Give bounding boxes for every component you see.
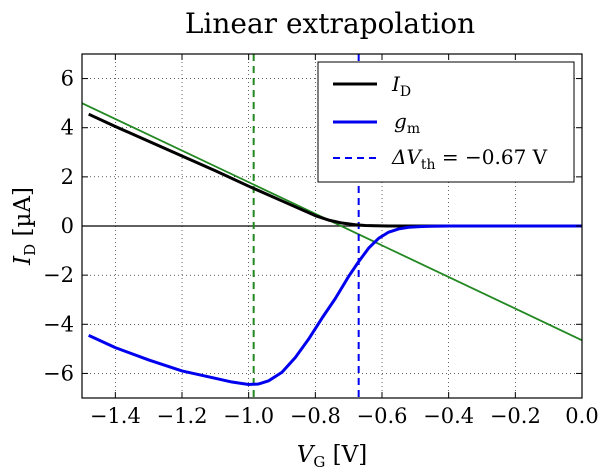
legend-entry-vth: ΔVth = −0.67 V xyxy=(391,145,548,173)
x-tick-label: −1.2 xyxy=(157,404,208,428)
y-tick-label: −2 xyxy=(43,263,74,287)
y-axis-label-sub: D xyxy=(21,244,39,256)
x-axis-label-sub: G xyxy=(313,453,325,471)
y-tick-label: −4 xyxy=(43,312,74,336)
series-layer xyxy=(81,54,583,398)
y-tick-label: 2 xyxy=(61,165,74,189)
series-g-m xyxy=(88,224,582,386)
y-axis-label: ID [µA] xyxy=(10,187,39,266)
x-tick-label: −0.4 xyxy=(423,404,474,428)
legend-vth-suffix: = −0.67 V xyxy=(436,145,548,169)
legend-entry-gm: gm xyxy=(394,109,420,137)
legend: ID gm ΔVth = −0.67 V xyxy=(317,61,575,183)
plot-frame xyxy=(81,53,583,399)
y-axis-label-unit: [µA] xyxy=(10,187,36,244)
y-tick-label: −6 xyxy=(43,361,74,385)
x-tick-label: −0.8 xyxy=(290,404,341,428)
y-tick-label: 0 xyxy=(61,214,74,238)
legend-vth-prefix: ΔV xyxy=(391,145,423,169)
legend-gm-sub: m xyxy=(407,121,420,137)
legend-vth-sub: th xyxy=(421,157,436,173)
legend-entry-id: ID xyxy=(391,72,411,100)
x-tick-label: −1.4 xyxy=(90,404,141,428)
x-tick-label: −1.0 xyxy=(223,404,274,428)
y-tick-label: 6 xyxy=(61,67,74,91)
x-axis-label: VG [V] xyxy=(297,442,367,471)
legend-id-main: I xyxy=(391,72,401,96)
ticks: −1.4 −1.2 −1.0 −0.8 −0.6 −0.4 −0.2 0.0 −6 −4 −2 0 2 4… xyxy=(43,54,599,428)
legend-gm-main: g xyxy=(394,109,407,133)
y-tick-label: 4 xyxy=(61,116,74,140)
x-tick-label: −0.6 xyxy=(357,404,408,428)
y-axis-label-main: I xyxy=(10,255,36,266)
x-tick-label: −0.2 xyxy=(490,404,541,428)
x-axis-label-unit: [V] xyxy=(325,442,367,468)
x-axis-label-main: V xyxy=(297,442,316,468)
legend-id-sub: D xyxy=(400,84,411,100)
chart-title: Linear extrapolation xyxy=(185,7,475,40)
x-tick-label: 0.0 xyxy=(565,404,598,428)
